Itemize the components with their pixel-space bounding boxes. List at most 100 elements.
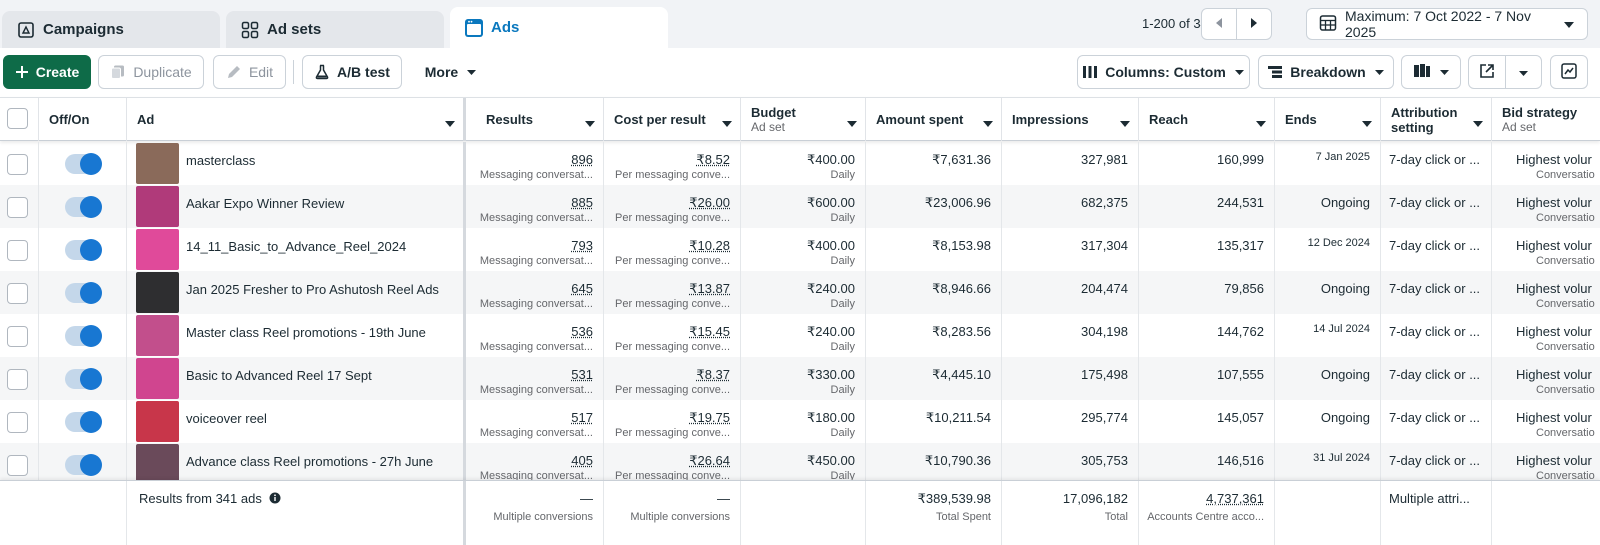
caret-down-icon[interactable] bbox=[1256, 115, 1266, 130]
breakdown-button[interactable]: Breakdown bbox=[1258, 55, 1394, 89]
col-ad[interactable]: Ad bbox=[127, 98, 466, 141]
row-checkbox[interactable] bbox=[7, 283, 28, 304]
row-attribution-cell: 7-day click or ... bbox=[1381, 271, 1492, 314]
ad-name[interactable]: 14_11_Basic_to_Advance_Reel_2024 bbox=[186, 239, 406, 254]
export-button[interactable] bbox=[1468, 55, 1506, 89]
toolbar: Create Duplicate Edit A/B test More Colu… bbox=[0, 48, 1600, 96]
ad-status-toggle[interactable] bbox=[65, 412, 101, 432]
ad-thumbnail[interactable] bbox=[136, 401, 179, 442]
ad-status-toggle[interactable] bbox=[65, 283, 101, 303]
results-value[interactable]: 405 bbox=[571, 453, 593, 468]
tab-ads[interactable]: Ads bbox=[450, 7, 668, 48]
row-toggle-cell bbox=[39, 357, 127, 400]
info-icon[interactable] bbox=[269, 492, 281, 507]
row-checkbox[interactable] bbox=[7, 240, 28, 261]
columns-button[interactable]: Columns: Custom bbox=[1077, 55, 1250, 89]
row-checkbox[interactable] bbox=[7, 412, 28, 433]
amount-spent-value: ₹10,211.54 bbox=[926, 410, 991, 426]
duplicate-button[interactable]: Duplicate bbox=[98, 55, 204, 89]
caret-down-icon[interactable] bbox=[1362, 115, 1372, 130]
ad-name[interactable]: Jan 2025 Fresher to Pro Ashutosh Reel Ad… bbox=[186, 282, 439, 297]
ad-name[interactable]: masterclass bbox=[186, 153, 255, 168]
results-value[interactable]: 896 bbox=[571, 152, 593, 167]
edit-button[interactable]: Edit bbox=[213, 55, 286, 89]
ad-thumbnail[interactable] bbox=[136, 186, 179, 227]
cost-per-result-value[interactable]: ₹15.45 bbox=[689, 324, 730, 340]
row-cpr-cell: ₹19.75 Per messaging conve... bbox=[604, 400, 741, 443]
export-menu-button[interactable] bbox=[1505, 55, 1542, 89]
ad-name[interactable]: Aakar Expo Winner Review bbox=[186, 196, 344, 211]
ad-status-toggle[interactable] bbox=[65, 455, 101, 475]
cost-per-result-value[interactable]: ₹19.75 bbox=[689, 410, 730, 426]
campaign-flag-icon bbox=[16, 20, 36, 40]
results-value[interactable]: 885 bbox=[571, 195, 593, 210]
ad-thumbnail[interactable] bbox=[136, 358, 179, 399]
cost-per-result-value[interactable]: ₹10.28 bbox=[689, 238, 730, 254]
date-range-picker[interactable]: Maximum: 7 Oct 2022 - 7 Nov 2025 bbox=[1306, 8, 1588, 40]
results-value[interactable]: 645 bbox=[571, 281, 593, 296]
cost-per-result-value[interactable]: ₹13.87 bbox=[689, 281, 730, 297]
row-checkbox[interactable] bbox=[7, 455, 28, 476]
row-checkbox[interactable] bbox=[7, 369, 28, 390]
cost-per-result-value[interactable]: ₹8.52 bbox=[696, 152, 730, 168]
bid-strategy-sub: Conversatio bbox=[1536, 255, 1600, 267]
more-button[interactable]: More bbox=[413, 55, 489, 89]
col-bid-strategy[interactable]: Bid strategy Ad set bbox=[1492, 98, 1600, 141]
caret-down-icon[interactable] bbox=[722, 115, 732, 130]
ad-thumbnail[interactable] bbox=[136, 143, 179, 184]
caret-left-icon bbox=[1214, 17, 1224, 32]
ad-status-toggle[interactable] bbox=[65, 154, 101, 174]
caret-down-icon[interactable] bbox=[1120, 115, 1130, 130]
results-value[interactable]: 517 bbox=[571, 410, 593, 425]
ad-status-toggle[interactable] bbox=[65, 197, 101, 217]
prev-page-button[interactable] bbox=[1201, 8, 1237, 40]
caret-down-icon[interactable] bbox=[983, 115, 993, 130]
ad-name[interactable]: Advance class Reel promotions - 27h June bbox=[186, 454, 433, 469]
results-value[interactable]: 536 bbox=[571, 324, 593, 339]
ab-test-button[interactable]: A/B test bbox=[302, 55, 402, 89]
tab-campaigns[interactable]: Campaigns bbox=[2, 11, 220, 48]
caret-down-icon[interactable] bbox=[445, 115, 455, 130]
select-all-checkbox[interactable] bbox=[7, 108, 28, 129]
results-value[interactable]: 531 bbox=[571, 367, 593, 382]
tab-ad-sets[interactable]: Ad sets bbox=[226, 11, 444, 48]
row-ad-cell: Jan 2025 Fresher to Pro Ashutosh Reel Ad… bbox=[127, 271, 466, 314]
ad-name[interactable]: Basic to Advanced Reel 17 Sept bbox=[186, 368, 372, 383]
col-ends-label: Ends bbox=[1285, 112, 1317, 127]
row-checkbox[interactable] bbox=[7, 326, 28, 347]
cost-per-result-value[interactable]: ₹26.64 bbox=[689, 453, 730, 469]
caret-down-icon[interactable] bbox=[585, 115, 595, 130]
col-impressions[interactable]: Impressions bbox=[1002, 98, 1139, 141]
ad-status-toggle[interactable] bbox=[65, 369, 101, 389]
ad-name[interactable]: voiceover reel bbox=[186, 411, 267, 426]
ad-thumbnail[interactable] bbox=[136, 272, 179, 313]
col-amount-spent[interactable]: Amount spent bbox=[866, 98, 1002, 141]
caret-down-icon[interactable] bbox=[847, 115, 857, 130]
ad-thumbnail[interactable] bbox=[136, 229, 179, 270]
ad-status-toggle[interactable] bbox=[65, 240, 101, 260]
caret-down-icon[interactable] bbox=[1473, 115, 1483, 130]
table-row: Jan 2025 Fresher to Pro Ashutosh Reel Ad… bbox=[0, 271, 1600, 314]
footer-reach-value[interactable]: 4,737,361 bbox=[1206, 491, 1264, 506]
create-button[interactable]: Create bbox=[3, 55, 91, 89]
ad-status-toggle[interactable] bbox=[65, 326, 101, 346]
col-attribution[interactable]: Attribution setting bbox=[1381, 98, 1492, 141]
ad-thumbnail[interactable] bbox=[136, 444, 179, 485]
cost-per-result-value[interactable]: ₹8.37 bbox=[696, 367, 730, 383]
col-cost-per-result[interactable]: Cost per result bbox=[604, 98, 741, 141]
next-page-button[interactable] bbox=[1236, 8, 1272, 40]
col-budget[interactable]: Budget Ad set bbox=[741, 98, 866, 141]
ad-thumbnail[interactable] bbox=[136, 315, 179, 356]
ad-name[interactable]: Master class Reel promotions - 19th June bbox=[186, 325, 426, 340]
col-offon[interactable]: Off/On bbox=[39, 98, 127, 141]
reports-button[interactable] bbox=[1401, 55, 1461, 89]
col-ends[interactable]: Ends bbox=[1275, 98, 1381, 141]
col-results[interactable]: Results bbox=[466, 98, 604, 141]
col-reach[interactable]: Reach bbox=[1139, 98, 1275, 141]
cost-per-result-value[interactable]: ₹26.00 bbox=[689, 195, 730, 211]
charts-button[interactable] bbox=[1550, 55, 1588, 89]
row-checkbox[interactable] bbox=[7, 197, 28, 218]
results-value[interactable]: 793 bbox=[571, 238, 593, 253]
ab-test-label: A/B test bbox=[337, 64, 390, 80]
row-checkbox[interactable] bbox=[7, 154, 28, 175]
